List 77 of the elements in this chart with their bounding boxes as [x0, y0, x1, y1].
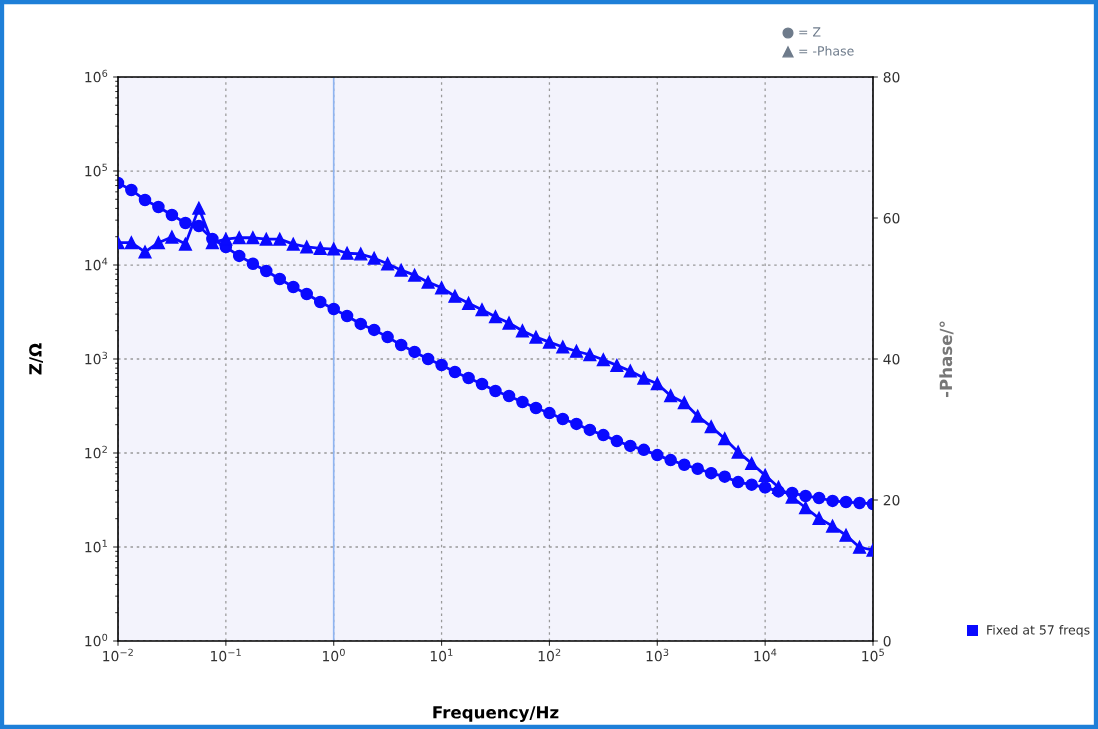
text: = Z	[799, 27, 821, 37]
point	[678, 458, 691, 471]
x-axis-title: Frequency/Hz	[433, 706, 559, 722]
point	[624, 439, 637, 453]
x-tick-label: 10$^{0}$	[323, 648, 345, 662]
point	[421, 352, 435, 366]
point	[273, 272, 287, 286]
y-tick-label: 10$^{4}$	[85, 257, 108, 271]
point	[367, 323, 381, 337]
text: = -Phase	[799, 45, 854, 56]
point	[664, 453, 677, 467]
point	[408, 345, 421, 359]
point	[125, 183, 138, 197]
point	[745, 478, 758, 491]
point	[502, 389, 516, 403]
point	[394, 338, 408, 352]
y2-tick-label: 40	[883, 353, 900, 365]
y-tick-label: 10$^{5}$	[85, 163, 107, 177]
point	[435, 358, 448, 372]
x-tick-label: 10$^{4}$	[754, 648, 777, 662]
point	[287, 280, 300, 294]
y2-tick-label: 60	[883, 212, 900, 224]
x-tick-label: 10$^{1}$	[430, 648, 453, 662]
y-tick-label: 10$^{0}$	[85, 633, 108, 647]
point	[340, 309, 354, 323]
point	[354, 317, 367, 331]
text: Fixed at 57 freqs	[987, 624, 1090, 638]
point	[489, 384, 502, 398]
y2-tick-label: 80	[883, 71, 900, 83]
point	[853, 496, 866, 510]
point	[704, 466, 718, 480]
point	[556, 412, 570, 426]
point	[152, 200, 165, 214]
point	[300, 287, 313, 301]
point	[570, 417, 583, 431]
point	[381, 330, 394, 344]
point	[529, 401, 543, 415]
point	[691, 462, 704, 475]
point	[839, 495, 853, 509]
point	[138, 193, 152, 207]
point	[313, 295, 327, 309]
point	[232, 249, 246, 263]
y-tick-label: 10$^{1}$	[85, 539, 107, 553]
point	[327, 302, 340, 316]
point	[179, 216, 192, 230]
x-tick-label: 10$^{2}$	[538, 648, 561, 662]
point	[637, 443, 651, 457]
point	[610, 434, 624, 448]
point	[799, 489, 812, 503]
point	[462, 371, 475, 385]
x-tick-label: 10$^{3}$	[646, 648, 669, 662]
point	[731, 475, 745, 489]
y-tick-label: 10$^{2}$	[85, 445, 107, 459]
point	[758, 481, 772, 494]
y2-tick-label: 0	[883, 635, 891, 647]
x-tick-label: 10$^{5}$	[862, 648, 884, 662]
point	[543, 406, 556, 420]
x-tick-label: 10$^{−2}$	[103, 648, 133, 662]
point	[448, 365, 462, 379]
point	[192, 219, 206, 233]
point	[260, 264, 273, 278]
point	[826, 494, 839, 508]
point	[583, 423, 597, 437]
y-tick-label: 10$^{6}$	[85, 69, 108, 83]
y-tick-label: 10$^{3}$	[85, 351, 108, 365]
point	[651, 448, 664, 462]
point	[475, 377, 489, 391]
point	[165, 208, 179, 222]
y-axis-title: Z/Ω	[29, 343, 44, 375]
x-tick-label: 10$^{−1}$	[211, 648, 241, 662]
point	[718, 470, 731, 483]
point	[246, 257, 260, 271]
point	[812, 491, 826, 505]
y2-tick-label: 20	[883, 494, 900, 506]
point	[516, 395, 529, 409]
y2-axis-title: -Phase/°	[939, 321, 954, 398]
point	[597, 428, 610, 442]
